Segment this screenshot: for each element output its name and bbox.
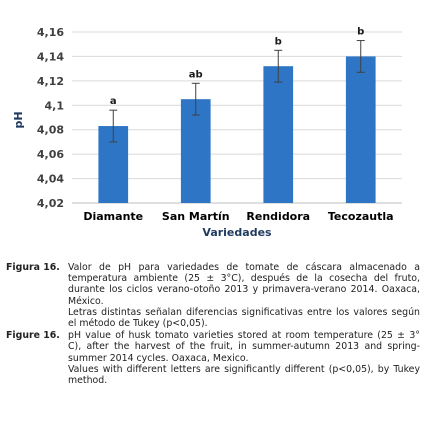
significance-letters: a ab b b — [110, 27, 364, 108]
caption-es-note: Letras distintas señalan diferencias sig… — [68, 306, 420, 330]
caption-en-note: Values with different letters are signif… — [68, 363, 420, 387]
y-tick-label: 4,02 — [37, 197, 64, 210]
caption-es-label: Figura 16. — [6, 262, 60, 273]
y-tick-label: 4,12 — [37, 75, 64, 88]
error-bars — [109, 40, 365, 143]
caption-es-paragraph: Valor de pH para variedades de tomate de… — [68, 262, 420, 307]
y-tick-label: 4,16 — [37, 26, 64, 39]
y-tick-labels: 4,02 4,04 4,06 4,08 4,1 4,12 4,14 4,16 — [37, 26, 64, 210]
significance-letter: b — [275, 36, 282, 47]
y-tick-label: 4,06 — [37, 148, 64, 161]
significance-letter: a — [110, 96, 117, 107]
y-tick-label: 4,08 — [37, 124, 64, 137]
caption-en: Figure 16. pH value of husk tomato varie… — [6, 330, 420, 386]
x-tick-label: Rendidora — [246, 210, 310, 223]
bar — [180, 99, 211, 203]
caption-es-body: Valor de pH para variedades de tomate de… — [68, 262, 420, 329]
x-tick-label: Diamante — [83, 210, 143, 223]
y-axis-title: pH — [12, 111, 25, 128]
y-tick-label: 4,04 — [37, 173, 64, 186]
x-tick-labels: Diamante San Martín Rendidora Tecozautla — [83, 210, 393, 223]
y-tick-label: 4,14 — [37, 50, 64, 63]
caption-es: Figura 16. Valor de pH para variedades d… — [6, 262, 420, 329]
x-tick-label: Tecozautla — [328, 210, 394, 223]
bar — [345, 56, 376, 203]
ph-bar-chart: 4,02 4,04 4,06 4,08 4,1 4,12 4,14 4,16 a ab b b Di… — [12, 26, 402, 239]
x-tick-label: San Martín — [162, 210, 230, 223]
y-tick-label: 4,1 — [45, 99, 65, 112]
caption-en-label: Figure 16. — [6, 330, 60, 342]
x-axis-title: Variedades — [202, 226, 272, 239]
significance-letter: b — [357, 27, 364, 38]
caption-en-paragraph: pH value of husk tomato varieties stored… — [68, 330, 420, 364]
significance-letter: ab — [189, 69, 203, 80]
bar — [263, 66, 294, 203]
caption-block: Figura 16. Valor de pH para variedades d… — [6, 262, 420, 387]
caption-en-body: pH value of husk tomato varieties stored… — [68, 330, 420, 386]
